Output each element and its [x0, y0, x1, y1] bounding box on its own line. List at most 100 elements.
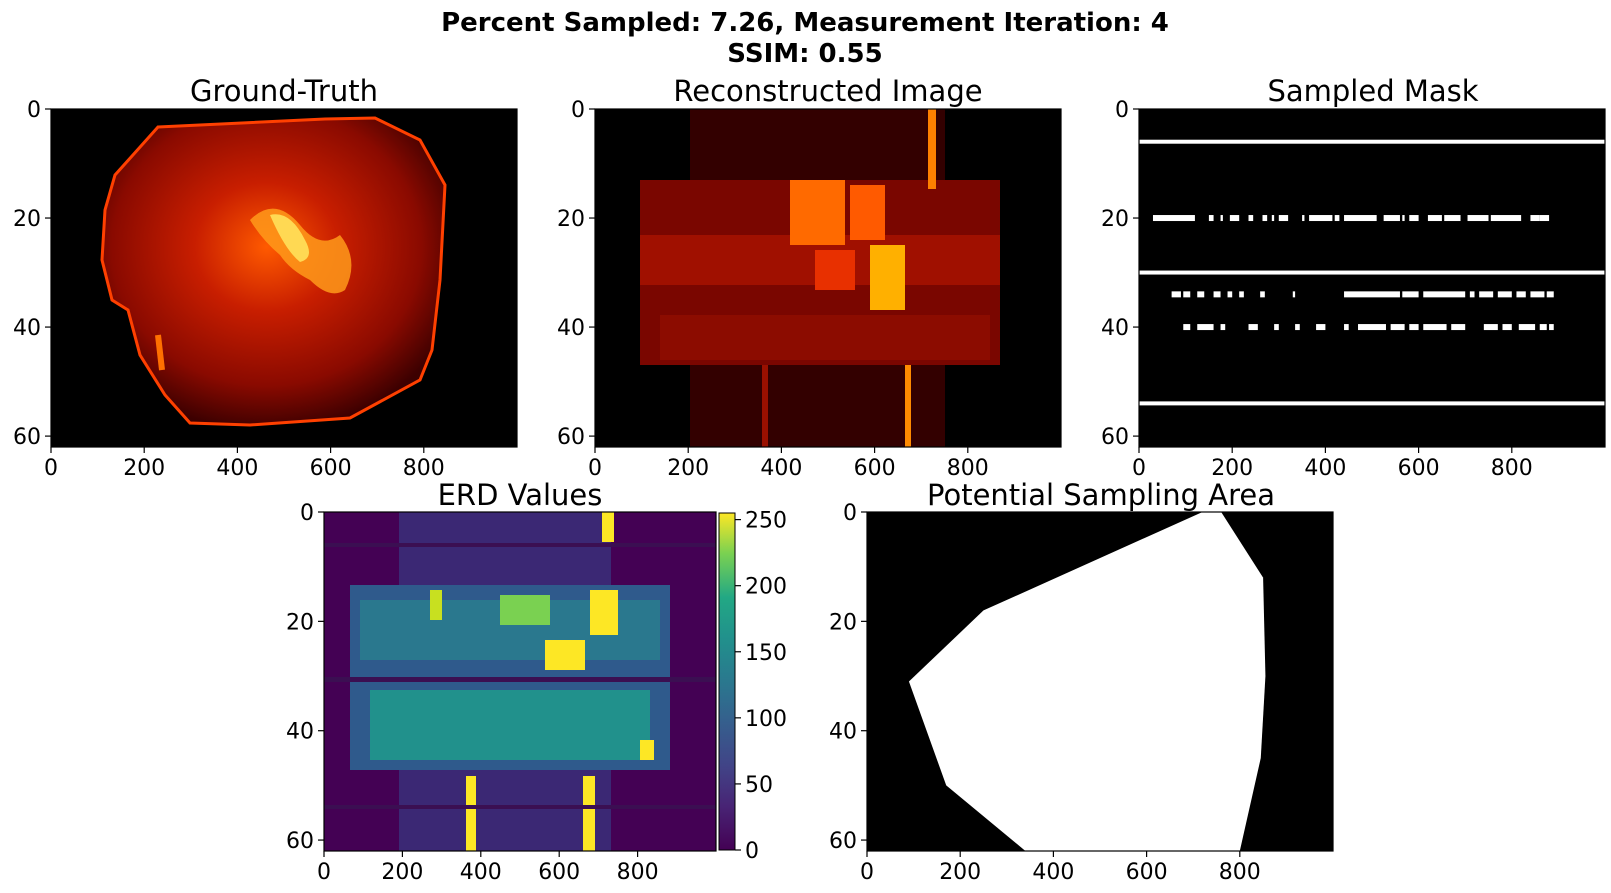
sampled-segment	[1484, 324, 1498, 330]
sampled-segment	[1260, 291, 1265, 297]
y-tick-label: 40	[557, 316, 585, 341]
erd-dark-row	[324, 677, 716, 682]
x-tick-label: 400	[216, 456, 258, 481]
sampled-segment	[1409, 324, 1418, 330]
sampled-segment	[1316, 324, 1325, 330]
sampled-segment	[1239, 291, 1244, 297]
y-tick-label: 60	[1101, 425, 1129, 450]
x-tick-label: 0	[860, 860, 874, 885]
x-tick-label: 200	[381, 860, 423, 885]
sampled-segment	[1470, 291, 1475, 297]
y-tick-label: 20	[1101, 207, 1129, 232]
plot-background	[1139, 109, 1605, 447]
x-tick-label: 0	[44, 456, 58, 481]
sampled-segment	[1423, 324, 1446, 330]
y-tick-label: 60	[286, 829, 314, 854]
sampled-line-full	[1139, 401, 1605, 405]
y-tick-label: 40	[286, 720, 314, 745]
sampled-segment	[1344, 215, 1377, 221]
y-tick-label: 60	[829, 829, 857, 854]
row-band	[660, 315, 990, 360]
sampled-segment	[1153, 215, 1195, 221]
sampled-segment	[1547, 291, 1554, 297]
erd-dark-row	[324, 805, 716, 809]
y-tick-label: 0	[571, 98, 585, 123]
sampled-segment	[1221, 324, 1226, 330]
panel-potential-sampling-area: Potential Sampling Area 0 200 400 600 800 0 20…	[829, 478, 1333, 885]
sampled-line-full	[1139, 140, 1605, 144]
erd-stripe	[466, 776, 476, 851]
figure-title-line2: SSIM: 0.55	[727, 39, 882, 69]
sampled-segment	[1498, 291, 1512, 297]
x-tick-label: 400	[1032, 860, 1074, 885]
x-tick-label: 400	[1304, 456, 1346, 481]
y-tick-label: 40	[1101, 316, 1129, 341]
x-tick-label: 800	[1491, 456, 1533, 481]
colorbar-ticks: 050100150200250	[735, 509, 787, 864]
panel-ground-truth: Ground-Truth 0 200 400 600 800 0 20 40 60	[13, 74, 517, 481]
sampled-segment	[1468, 215, 1489, 221]
erd-dark-row	[324, 543, 716, 547]
sampled-segment	[1549, 324, 1554, 330]
sampled-segment	[1530, 215, 1539, 221]
x-tick-label: 0	[317, 860, 331, 885]
sample-blob	[102, 118, 445, 425]
sampled-segment	[1519, 324, 1535, 330]
y-tick-label: 40	[13, 316, 41, 341]
sampled-segment	[1540, 215, 1549, 221]
panel-title: Reconstructed Image	[673, 74, 982, 108]
panel-reconstructed: Reconstructed Image 0 200 400 600 800 0 20 40 60	[557, 74, 1061, 481]
panel-title: Potential Sampling Area	[927, 478, 1275, 512]
panel-title: Sampled Mask	[1267, 74, 1478, 108]
sampled-segment	[1197, 291, 1204, 297]
sampled-segment	[1423, 291, 1465, 297]
sampled-segment	[1502, 324, 1511, 330]
sampled-segment	[1293, 291, 1295, 297]
edge-glint	[158, 335, 162, 370]
x-tick-label: 800	[1219, 860, 1261, 885]
y-tick-label: 20	[13, 207, 41, 232]
sampled-segment	[1358, 324, 1386, 330]
colorbar-tick-label: 0	[745, 839, 759, 864]
erd-hotspot	[640, 740, 654, 760]
x-tick-label: 400	[460, 860, 502, 885]
figure-title-line1: Percent Sampled: 7.26, Measurement Itera…	[441, 8, 1169, 38]
sampled-segment	[1249, 324, 1258, 330]
sampled-line-full	[1139, 271, 1605, 275]
y-tick-label: 60	[13, 425, 41, 450]
sampled-segment	[1479, 291, 1493, 297]
x-tick-label: 800	[617, 860, 659, 885]
y-tick-label: 0	[1115, 98, 1129, 123]
panel-title: ERD Values	[438, 478, 603, 512]
bright-stripe	[928, 109, 936, 189]
colorbar	[719, 513, 735, 850]
bright-patch	[815, 250, 855, 290]
sampled-segment	[1295, 324, 1300, 330]
sampled-segment	[1183, 324, 1190, 330]
x-tick-label: 200	[123, 456, 165, 481]
erd-stripe	[602, 512, 614, 542]
y-tick-label: 0	[27, 98, 41, 123]
erd-hotspot	[500, 595, 550, 625]
sampled-segment	[1183, 291, 1190, 297]
sampled-segment	[1491, 215, 1521, 221]
sampled-segment	[1249, 215, 1254, 221]
bright-patch	[790, 180, 845, 245]
sampled-segment	[1228, 291, 1233, 297]
colorbar-tick-label: 250	[745, 509, 787, 534]
x-tick-label: 600	[538, 860, 580, 885]
sampled-segment	[1214, 291, 1221, 297]
y-tick-label: 20	[286, 610, 314, 635]
erd-region	[370, 690, 650, 760]
sampled-segment	[1402, 215, 1404, 221]
erd-hotspot	[430, 590, 442, 620]
erd-hotspot	[545, 640, 585, 670]
bright-patch	[870, 245, 905, 310]
sampled-segment	[1279, 215, 1288, 221]
sampled-segment	[1221, 215, 1223, 221]
sampled-segment	[1444, 215, 1460, 221]
sampled-segment	[1209, 215, 1214, 221]
panel-title: Ground-Truth	[190, 74, 378, 108]
x-tick-label: 600	[1398, 456, 1440, 481]
sampled-segment	[1540, 324, 1547, 330]
